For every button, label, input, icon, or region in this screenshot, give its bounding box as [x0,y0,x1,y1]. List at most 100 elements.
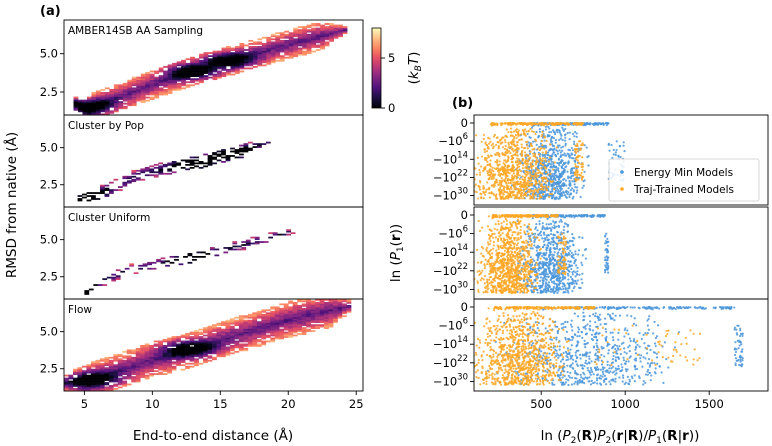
heatmap-cell [171,358,177,361]
heatmap-cell [153,175,159,178]
heatmap-cell [248,149,253,151]
heatmap-cell [252,342,258,344]
energy-min-point [559,155,562,159]
heatmap-cell [140,362,146,365]
heatmap-cell [100,101,106,104]
heatmap-cell [230,70,236,73]
heatmap-cell [149,79,155,82]
energy-min-point [546,193,549,196]
heatmap-cell [226,46,231,48]
energy-min-point [563,171,566,174]
heatmap-cell [279,55,285,58]
heatmap-cell [189,356,195,359]
heatmap-cell [216,155,222,157]
energy-min-point [553,177,556,180]
heatmap-cell [306,306,311,309]
energy-min-point [545,275,548,278]
heatmap-cell [279,50,285,53]
energy-min-point [566,289,569,293]
energy-min-point [538,222,541,226]
heatmap-cell [311,32,316,35]
heatmap-cell [221,62,227,65]
heatmap-cell [104,107,110,110]
traj-trained-point [471,169,473,171]
heatmap-cell [68,382,74,384]
heatmap-cell [122,355,128,358]
heatmap-cell [302,47,308,50]
heatmap-cell [293,42,299,45]
traj-trained-point [504,159,507,162]
traj-trained-point [524,151,527,154]
traj-trained-point [490,124,493,127]
traj-trained-point [551,168,555,171]
heatmap-cell [140,85,146,88]
heatmap-cell [226,61,231,64]
energy-min-point [576,189,579,192]
heatmap-cell [162,165,168,168]
heatmap-cell [198,333,204,335]
traj-trained-point [575,173,579,176]
heatmap-cell [274,310,280,313]
traj-trained-point [484,190,487,193]
heatmap-cell [234,53,240,56]
heatmap-cell [149,345,154,347]
heatmap-cell [283,303,289,306]
heatmap-cell [230,73,236,76]
heatmap-cell [72,370,78,373]
heatmap-cell [214,248,220,251]
heatmap-cell [203,358,208,361]
heatmap-cell [77,371,83,374]
heatmap-cell [122,102,128,105]
heatmap-cell [229,325,235,328]
heatmap-cell [113,359,119,362]
traj-trained-point [530,195,533,198]
traj-trained-point [526,179,529,182]
heatmap-cell [199,78,204,81]
heatmap-cell [86,105,92,108]
heatmap-cell [194,359,199,362]
traj-trained-point [503,179,506,182]
heatmap-cell [113,102,119,105]
colorbar-tick-label: 5 [388,51,395,65]
traj-trained-point [574,148,577,151]
heatmap-cell [243,44,249,47]
heatmap-cell [225,333,231,335]
heatmap-cell [190,58,195,61]
heatmap-cell [297,47,303,50]
heatmap-cell [190,78,195,81]
heatmap-cell [81,365,87,368]
energy-min-point [561,159,564,162]
heatmap-cell [99,374,105,377]
heatmap-cell [95,376,101,378]
heatmap-cell [189,350,195,353]
heatmap-cell [338,30,343,33]
heatmap-cell [117,355,123,358]
energy-min-point [550,241,553,244]
heatmap-cell [127,84,133,87]
heatmap-cell [270,312,276,315]
heatmap-cell [203,76,209,79]
heatmap-cell [261,322,267,325]
energy-min-point [571,233,574,236]
energy-min-point [559,151,562,154]
traj-trained-point [521,129,524,132]
heatmap-cell [265,321,271,324]
energy-min-point [572,189,575,192]
heatmap-cell [261,324,267,327]
heatmap-cell [274,337,280,340]
energy-min-point [573,153,577,157]
heatmap-cell [68,385,74,387]
energy-min-point [606,237,609,240]
heatmap-cell [333,309,338,312]
heatmap-cell [243,337,249,340]
heatmap-cell [172,64,177,67]
heatmap-cell [95,371,101,374]
heatmap-cell [229,340,235,343]
heatmap-cell [104,370,110,373]
heatmap-cell [189,156,195,159]
heatmap-cell [108,380,114,383]
heatmap-cell [279,315,285,318]
heatmap-cell [77,367,83,370]
traj-trained-point [530,122,533,125]
energy-min-point [526,132,529,136]
